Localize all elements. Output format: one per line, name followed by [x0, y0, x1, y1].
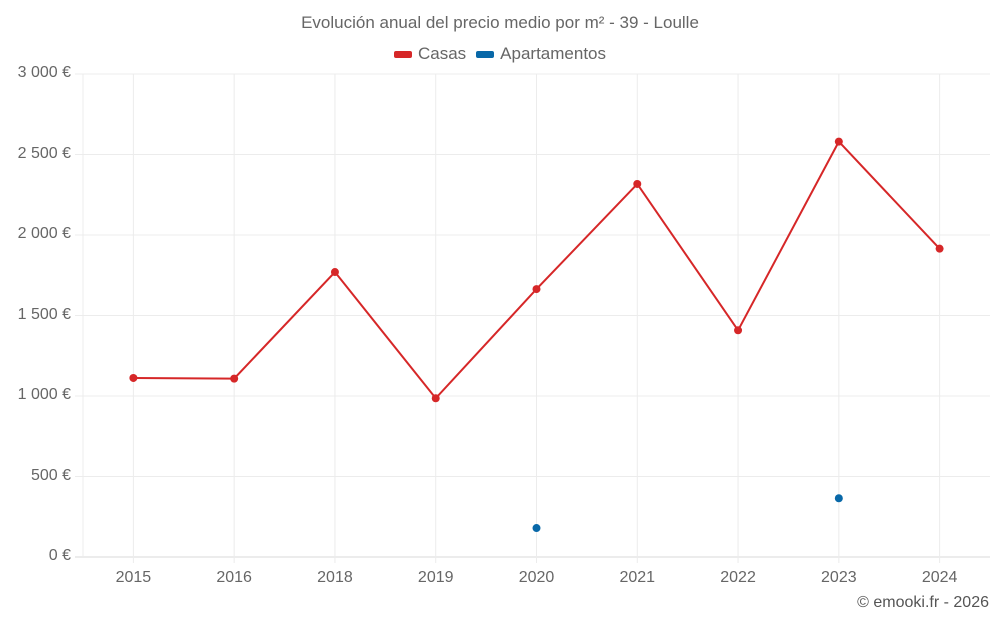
data-point[interactable]	[633, 179, 642, 188]
credit-text: © emooki.fr - 2026	[857, 594, 989, 611]
x-tick-label: 2021	[619, 569, 656, 586]
y-tick-label: 3 000 €	[17, 64, 71, 81]
legend-item-casas[interactable]: Casas	[393, 44, 467, 64]
x-tick-label: 2016	[216, 569, 252, 586]
y-tick-label: 1 000 €	[17, 386, 71, 403]
data-point[interactable]	[834, 494, 843, 503]
x-tick-label: 2023	[821, 569, 857, 586]
x-tick-label: 2024	[921, 569, 958, 586]
data-point[interactable]	[431, 394, 440, 403]
y-tick-label: 2 500 €	[17, 144, 71, 162]
x-tick-label: 2015	[115, 569, 152, 586]
data-point[interactable]	[330, 268, 339, 277]
legend-label-apartamentos: Apartamentos	[500, 44, 607, 63]
data-point[interactable]	[935, 244, 944, 253]
data-point[interactable]	[734, 326, 743, 335]
y-tick-label: 1 500 €	[17, 305, 71, 323]
legend-label-casas: Casas	[417, 44, 467, 63]
chart-title: Evolución anual del precio medio por m² …	[301, 13, 699, 32]
data-point[interactable]	[834, 137, 843, 146]
y-tick-label: 0 €	[48, 547, 71, 564]
casas-swatch-icon	[393, 50, 412, 58]
data-point[interactable]	[230, 374, 239, 383]
x-tick-label: 2019	[417, 569, 454, 586]
y-tick-label: 2 000 €	[17, 225, 71, 242]
data-point[interactable]	[532, 285, 541, 294]
legend-item-apartamentos[interactable]: Apartamentos	[476, 44, 606, 64]
apartamentos-swatch-icon	[476, 50, 495, 58]
legend: Casas Apartamentos	[0, 44, 1000, 64]
data-point[interactable]	[129, 373, 138, 382]
x-tick-label: 2020	[518, 569, 555, 586]
data-point[interactable]	[532, 524, 541, 533]
x-tick-label: 2018	[317, 569, 353, 586]
x-tick-label: 2022	[720, 569, 756, 586]
y-tick-label: 500 €	[30, 466, 71, 484]
